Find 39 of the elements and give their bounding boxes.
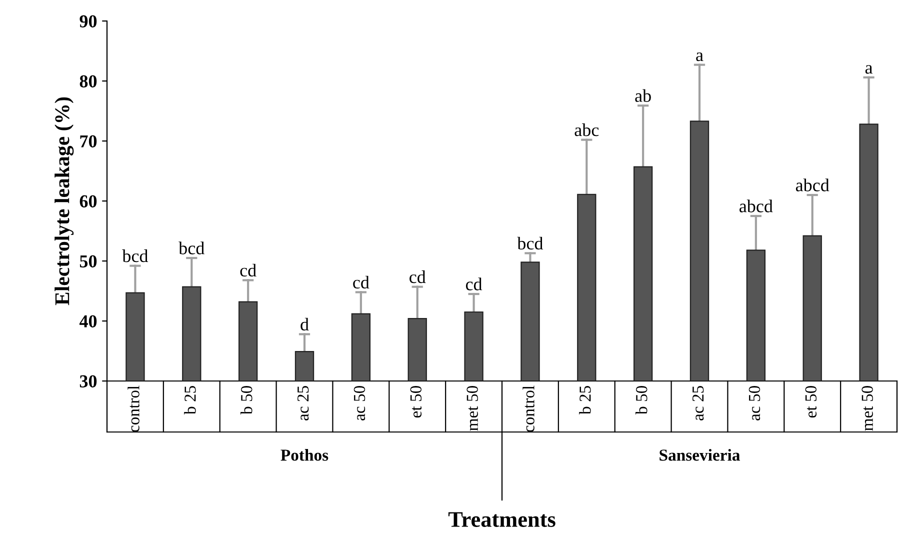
y-tick-label: 60 <box>80 195 97 208</box>
x-tick-label: met 50 <box>862 386 873 431</box>
y-tick-label: 50 <box>80 255 97 268</box>
x-tick-label: ac 25 <box>297 386 309 420</box>
x-tick-label: control <box>522 386 534 432</box>
y-tick-label: 90 <box>80 15 97 28</box>
y-axis-title: Electrolyte leakage (%) <box>54 97 74 306</box>
annotation: a <box>865 65 873 74</box>
y-tick-label: 40 <box>79 315 97 328</box>
annotation: cd <box>353 276 370 289</box>
text: Pothos <box>280 449 328 461</box>
x-axis-title: Treatments <box>448 512 556 527</box>
x-tick-label: et 50 <box>805 386 817 418</box>
y-tick-label: 30 <box>80 375 97 388</box>
annotation: d <box>300 318 309 331</box>
x-tick-label: control <box>128 386 140 432</box>
annotation: ab <box>635 89 651 102</box>
annotation: cd <box>240 264 256 277</box>
x-tick-label: et 50 <box>410 386 422 418</box>
x-tick-label: met 50 <box>466 386 478 431</box>
x-tick-label: ac 50 <box>354 386 366 420</box>
annotation: a <box>696 52 704 62</box>
x-tick-label: b 25 <box>184 386 196 414</box>
x-tick-label: b 50 <box>240 386 252 414</box>
x-tick-label: ac 50 <box>748 386 760 420</box>
x-tick-label: ac 25 <box>692 386 704 420</box>
annotation: abcd <box>796 178 830 192</box>
annotation: bcd <box>517 236 544 250</box>
x-tick-label: b 25 <box>579 386 591 414</box>
annotation: bcd <box>122 249 148 262</box>
y-tick-label: 70 <box>80 135 97 148</box>
annotation: cd <box>466 278 482 290</box>
annotation: abc <box>574 123 599 136</box>
x-tick-label: b 50 <box>636 386 648 414</box>
annotation: abcd <box>740 200 773 212</box>
text: Sansevieria <box>660 449 740 461</box>
y-tick-label: 80 <box>80 75 97 88</box>
annotation: bcd <box>178 242 204 254</box>
annotation: cd <box>410 270 426 284</box>
